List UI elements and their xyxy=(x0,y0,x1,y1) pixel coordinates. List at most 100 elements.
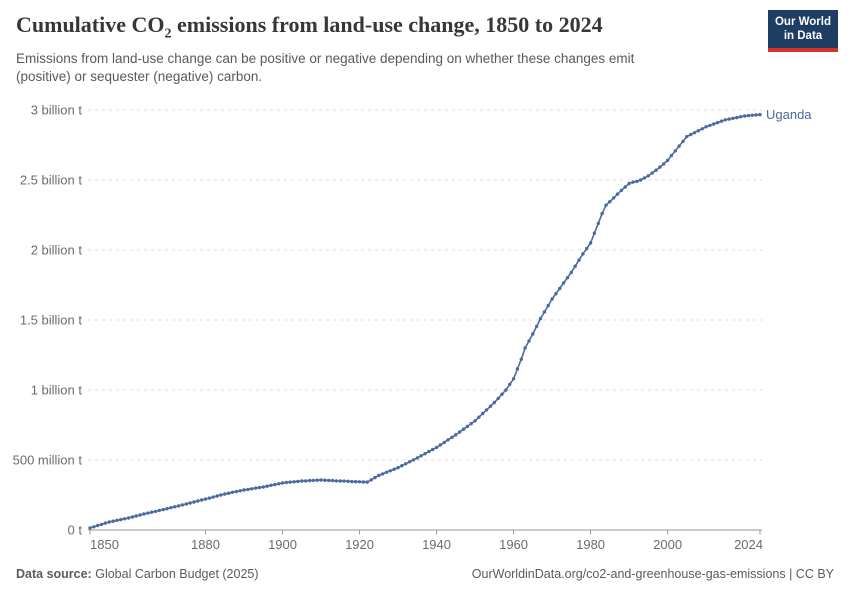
series-point xyxy=(219,493,223,497)
series-point xyxy=(203,497,208,501)
series-point xyxy=(319,478,323,482)
series-point xyxy=(739,115,743,119)
series-point xyxy=(207,496,212,500)
data-source-note: Data source: Global Carbon Budget (2025) xyxy=(16,567,259,581)
series-point xyxy=(546,303,550,308)
series-point xyxy=(234,489,238,494)
series-point xyxy=(265,484,269,488)
series-point xyxy=(446,438,450,442)
series-point xyxy=(103,521,108,525)
series-point xyxy=(196,499,200,503)
series-point xyxy=(577,258,581,262)
series-point xyxy=(735,115,739,120)
series-point xyxy=(642,176,647,180)
series-point xyxy=(238,489,242,493)
y-axis-tick-label: 1 billion t xyxy=(31,383,83,398)
uganda-series-line[interactable] xyxy=(89,113,761,529)
series-point xyxy=(692,131,697,135)
series-point xyxy=(619,188,624,193)
series-point xyxy=(662,162,666,166)
series-point xyxy=(211,495,215,499)
series-point xyxy=(188,501,192,505)
series-point xyxy=(746,113,751,118)
series-point xyxy=(500,392,504,396)
series-point xyxy=(496,396,500,401)
chart-title-suffix: emissions from land-use change, 1850 to … xyxy=(171,12,603,37)
series-point xyxy=(558,286,562,291)
series-point xyxy=(627,181,631,186)
series-point xyxy=(438,443,443,447)
series-point xyxy=(346,479,350,483)
series-point xyxy=(454,433,458,437)
series-point xyxy=(400,464,404,468)
series-point xyxy=(88,526,92,530)
series-point xyxy=(527,339,531,343)
series-point xyxy=(723,118,727,122)
series-point xyxy=(111,519,115,523)
series-point xyxy=(226,491,231,495)
x-axis-tick-label: 1880 xyxy=(191,537,220,552)
series-point xyxy=(750,113,754,118)
x-axis-tick-label: 1850 xyxy=(90,537,119,552)
series-point xyxy=(754,113,758,117)
series-point xyxy=(635,179,639,184)
series-point xyxy=(361,480,366,484)
series-point xyxy=(585,246,589,251)
uganda-series-points[interactable] xyxy=(88,112,762,530)
credit-note: OurWorldinData.org/co2-and-greenhouse-ga… xyxy=(471,567,834,581)
series-point xyxy=(357,480,362,484)
y-axis-tick-label: 2 billion t xyxy=(31,243,83,258)
series-point xyxy=(631,180,635,184)
series-point xyxy=(149,510,154,514)
x-axis-tick-label: 2000 xyxy=(653,537,682,552)
series-point xyxy=(134,514,138,518)
series-point xyxy=(377,473,381,478)
owid-logo-line1: Our World xyxy=(774,16,831,28)
data-source-label: Data source: xyxy=(16,567,92,581)
series-point xyxy=(442,440,446,445)
series-point xyxy=(719,119,724,123)
series-point xyxy=(269,483,273,487)
series-point xyxy=(431,447,435,452)
series-point xyxy=(689,132,693,137)
series-point xyxy=(327,478,331,483)
series-point xyxy=(338,479,342,483)
series-point xyxy=(554,292,558,296)
series-point xyxy=(215,494,219,498)
series-point xyxy=(615,192,620,196)
series-point xyxy=(492,400,496,405)
series-point xyxy=(696,129,701,133)
series-point xyxy=(596,221,600,226)
series-point xyxy=(292,480,296,484)
series-point xyxy=(242,488,246,492)
series-point xyxy=(565,276,570,280)
series-point xyxy=(373,475,377,480)
series-point xyxy=(161,507,165,512)
x-axis-tick-label: 1920 xyxy=(345,537,374,552)
series-point xyxy=(488,404,493,408)
series-point xyxy=(677,144,681,148)
series-point xyxy=(415,456,419,460)
series-point xyxy=(658,165,662,169)
series-point xyxy=(250,487,254,491)
series-point xyxy=(727,117,731,121)
series-point xyxy=(280,481,285,485)
series-point xyxy=(427,449,431,454)
series-point xyxy=(465,424,470,429)
series-point xyxy=(284,480,289,485)
uganda-entity-label[interactable]: Uganda xyxy=(766,107,812,122)
series-point xyxy=(96,523,100,528)
series-point xyxy=(581,252,585,256)
chart-title: Cumulative CO2 emissions from land-use c… xyxy=(16,12,603,42)
series-point xyxy=(731,116,735,121)
series-point xyxy=(115,518,119,522)
chart-title-co2-subscript: 2 xyxy=(164,25,172,42)
series-point xyxy=(311,478,315,483)
series-point xyxy=(307,478,312,483)
series-point xyxy=(223,492,227,496)
series-point xyxy=(504,388,508,392)
series-point xyxy=(434,445,439,450)
series-point xyxy=(119,517,123,522)
series-point xyxy=(257,485,262,490)
